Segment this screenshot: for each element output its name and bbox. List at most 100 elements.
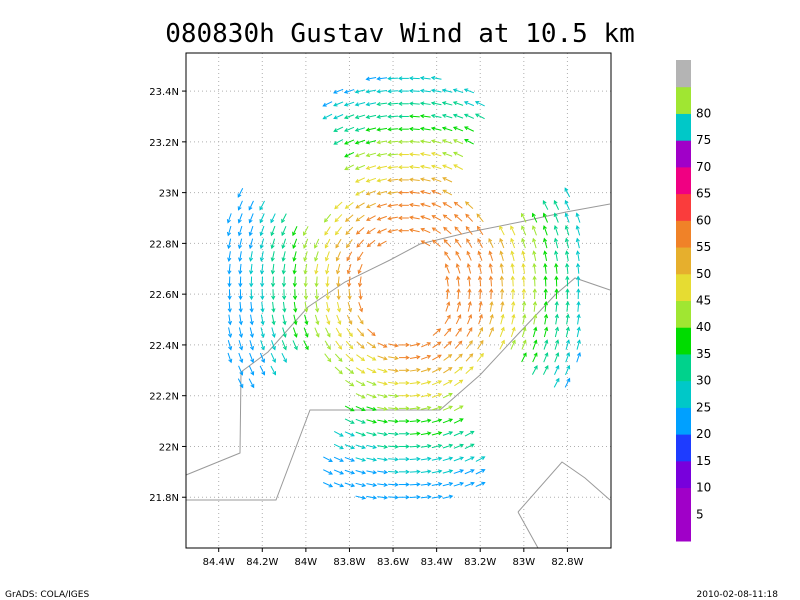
wind-vector [420, 394, 431, 398]
wind-vector-head [366, 243, 372, 248]
wind-vector [366, 444, 377, 449]
wind-vector [543, 340, 548, 350]
wind-vector-head [459, 456, 465, 461]
wind-vector-head [408, 152, 414, 157]
wind-vector-head [270, 270, 276, 275]
wind-vector-head [499, 237, 504, 243]
wind-vector-head [430, 88, 436, 93]
wind-vector [377, 496, 388, 499]
wind-vector-head [455, 263, 460, 268]
wind-vector-head [248, 219, 253, 224]
wind-vector [489, 263, 493, 274]
wind-vector-head [394, 393, 399, 399]
wind-vector [366, 227, 376, 234]
wind-vector [344, 126, 355, 132]
wind-vector-head [371, 332, 376, 337]
wind-vector-head [452, 88, 458, 93]
wind-vector-head [531, 225, 536, 230]
wind-vector [293, 301, 297, 312]
wind-vector-head [427, 482, 432, 487]
wind-vector-head [564, 250, 570, 255]
colorbar-segment [676, 193, 691, 221]
wind-vector [249, 340, 254, 350]
wind-vector-head [237, 219, 242, 224]
wind-vector-head [543, 300, 548, 306]
wind-vector [293, 314, 297, 325]
wind-vector [388, 153, 398, 156]
wind-vector [238, 365, 243, 376]
wind-vector [355, 202, 365, 209]
coastline-cuba-south [186, 277, 611, 501]
wind-vector [227, 352, 232, 363]
wind-vector [388, 229, 398, 233]
colorbar-label: 40 [696, 320, 711, 334]
wind-vector-head [260, 282, 265, 288]
wind-vector [409, 420, 420, 423]
wind-vector-head [521, 262, 526, 268]
wind-vector [356, 227, 365, 235]
wind-vector-head [477, 275, 483, 280]
wind-vector [355, 431, 366, 436]
wind-vector-head [387, 127, 392, 132]
wind-vector [511, 263, 515, 274]
wind-vector [453, 139, 464, 145]
wind-vector-head [259, 231, 264, 237]
wind-vector-head [281, 244, 286, 250]
wind-vector-head [334, 205, 339, 210]
wind-vector [500, 251, 504, 261]
wind-vector [377, 355, 387, 360]
wind-vector [489, 314, 494, 325]
wind-vector [512, 276, 514, 287]
wind-vector [377, 381, 388, 385]
wind-vector [409, 153, 420, 156]
wind-vector-head [533, 326, 538, 332]
wind-vector-head [532, 237, 537, 243]
wind-vector-head [356, 243, 361, 248]
wind-vector-head [383, 356, 388, 361]
wind-vector [238, 238, 243, 249]
wind-vector-head [454, 226, 459, 231]
wind-vector-head [272, 371, 277, 376]
wind-vector [554, 340, 559, 350]
wind-vector [476, 353, 484, 362]
wind-vector [443, 239, 452, 248]
wind-vector-head [249, 320, 254, 326]
wind-vector [464, 126, 474, 132]
wind-vector-head [339, 483, 345, 488]
wind-vector [554, 327, 559, 338]
wind-vector [467, 314, 472, 325]
wind-vector-head [348, 332, 353, 338]
wind-vector [478, 263, 482, 274]
wind-vector [333, 101, 344, 107]
wind-vector-head [405, 457, 410, 462]
wind-vector-head [532, 250, 537, 255]
wind-vector-head [442, 164, 447, 169]
colorbar-label: 60 [696, 213, 711, 227]
wind-vector [576, 225, 581, 236]
wind-vector-head [394, 419, 399, 424]
wind-vector [345, 366, 354, 374]
wind-vector [555, 251, 558, 261]
colorbar-segment [676, 247, 691, 275]
wind-vector [228, 327, 232, 338]
wind-vector-head [499, 250, 504, 255]
wind-vector-head [432, 239, 437, 244]
wind-vector [366, 127, 377, 131]
wind-vector-head [416, 482, 421, 487]
wind-vector [409, 140, 420, 143]
wind-vector-head [303, 282, 308, 288]
colorbar-segment [676, 434, 691, 462]
wind-vector-head [427, 456, 432, 461]
wind-vector [333, 431, 344, 437]
wind-vector [282, 301, 286, 312]
wind-vector [249, 213, 254, 223]
wind-vector-head [501, 339, 505, 345]
wind-vector [409, 394, 420, 397]
wind-vector-head [394, 469, 399, 475]
wind-vector [388, 458, 398, 461]
wind-vector [421, 228, 431, 234]
wind-vector-head [303, 257, 308, 262]
wind-vector [479, 276, 482, 287]
wind-vector [453, 164, 464, 170]
wind-vector-head [437, 380, 443, 385]
